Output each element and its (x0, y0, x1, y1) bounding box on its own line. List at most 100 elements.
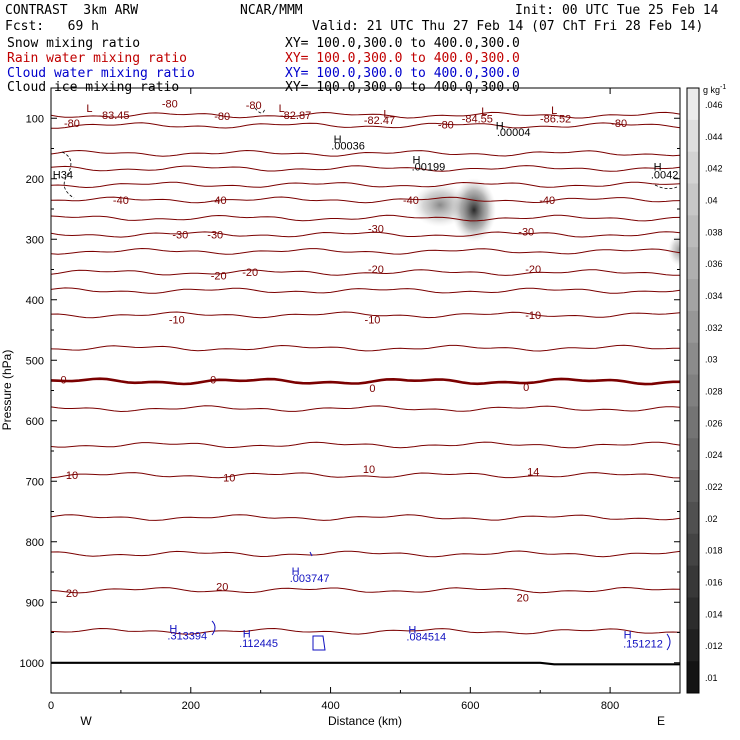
colorbar-tick-label: .016 (705, 578, 723, 588)
contour-label: -80 (64, 118, 80, 130)
cloud-ice-shading (412, 178, 680, 266)
contour-label: L (86, 103, 92, 115)
contour-label: 14 (527, 467, 539, 479)
contour-label: .003747 (290, 573, 330, 585)
temperature-contour (51, 287, 680, 294)
contour-label: -86.52 (540, 113, 571, 125)
contour-label: 0 (369, 383, 375, 395)
contour-label: 10 (363, 464, 375, 476)
x-axis: 0 200 400 600 800 (48, 88, 681, 712)
field-xy-rain: XY= 100.0,300.0 to 400.0,300.0 (285, 51, 520, 66)
colorbar-tick-label: .028 (705, 387, 723, 397)
colorbar-swatch (687, 183, 699, 216)
contour-label: L (551, 105, 557, 117)
east-label: E (657, 714, 665, 728)
field-label-cloud-water: Cloud water mixing ratio (7, 66, 195, 81)
cloud-water-contours (211, 551, 671, 651)
contour-label: H (496, 121, 504, 133)
contour-label: -20 (211, 271, 227, 283)
colorbar-swatch (687, 310, 699, 344)
contour-label: -10 (525, 310, 541, 322)
colorbar-tick-label: .046 (705, 100, 723, 110)
contour-label: -80 (162, 99, 178, 111)
contour-label: -20 (242, 267, 258, 279)
colorbar-tick-label: .012 (705, 641, 723, 651)
y-tick-label: 300 (26, 234, 44, 246)
contour-label: .00036 (331, 140, 365, 152)
cloud-ice-contour (254, 107, 266, 114)
init-time: Init: 00 UTC Tue 25 Feb 14 (515, 3, 719, 18)
y-tick-label: 600 (26, 416, 44, 428)
contour-label: H (292, 566, 300, 578)
y-axis-title: Pressure (hPa) (0, 350, 14, 431)
x-tick-label: 800 (601, 700, 619, 712)
temperature-contour (51, 377, 680, 386)
contour-label: 20 (517, 592, 529, 604)
colorbar-tick-label: .024 (705, 450, 723, 460)
contour-label: .00004 (497, 127, 531, 139)
colorbar-swatch (687, 629, 699, 662)
colorbar-tick-label: .04 (705, 195, 718, 205)
colorbar-swatch (687, 374, 699, 407)
cloud-water-contour (666, 633, 671, 651)
contour-label: 10 (223, 473, 235, 485)
colorbar-tick-label: .042 (705, 164, 723, 174)
colorbar-swatch (687, 661, 699, 694)
cloud-water-contour (309, 551, 313, 557)
contour-label: H (334, 134, 342, 146)
y-tick-label: 900 (26, 597, 44, 609)
contour-label: -40 (403, 195, 419, 207)
colorbar-tick-label: .018 (705, 546, 723, 556)
temperature-contour (51, 181, 680, 189)
contour-label: .112445 (239, 638, 278, 650)
temperature-contour (51, 122, 680, 129)
colorbar-tick-label: .02 (705, 514, 718, 524)
colorbar-tick-label: .038 (705, 227, 723, 237)
colorbar-swatch (687, 215, 699, 248)
x-tick-label: 200 (182, 700, 200, 712)
y-tick-label: 100 (26, 113, 44, 125)
contour-label: H (624, 629, 632, 641)
contour-label: -40 (539, 195, 555, 207)
colorbar-tick-label: .026 (705, 418, 723, 428)
temperature-contour (51, 472, 680, 479)
temperature-contour (51, 586, 680, 594)
contour-label: .00199 (412, 162, 446, 174)
colorbar-swatch (687, 247, 699, 280)
contour-label: -10 (169, 315, 185, 327)
temperature-contour (51, 247, 680, 255)
colorbar-swatch (687, 438, 699, 471)
temperature-contour (51, 405, 680, 413)
contour-label: -83.45 (98, 110, 129, 122)
contour-label: -82.47 (364, 115, 395, 127)
contour-label: -80 (611, 118, 627, 130)
colorbar-tick-label: .014 (705, 609, 723, 619)
colorbar-tick-label: .044 (705, 132, 723, 142)
ice-shade-east (668, 234, 680, 266)
contour-label: L (383, 108, 389, 120)
colorbar-tick-label: .03 (705, 355, 718, 365)
temperature-contour (51, 269, 680, 276)
west-label: W (80, 714, 92, 728)
colorbar-tick-label: .01 (705, 673, 718, 683)
contour-label: H (243, 629, 251, 641)
colorbar-swatch (687, 151, 699, 185)
plot-frame (50, 87, 681, 694)
contour-label: -20 (368, 264, 384, 276)
colorbar-swatch (687, 279, 699, 312)
field-xy-cloud-water: XY= 100.0,300.0 to 400.0,300.0 (285, 66, 520, 81)
contour-label: L (481, 106, 487, 118)
contour-label: -20 (525, 264, 541, 276)
colorbar-swatch (687, 342, 699, 376)
contour-label: .0042 (651, 170, 679, 182)
contour-label: .313394 (167, 631, 207, 643)
temperature-contour (51, 149, 680, 157)
contour-label: -84.55 (462, 113, 493, 125)
x-axis-title: Distance (km) (328, 714, 402, 728)
cloud-ice-contour (654, 184, 678, 189)
temperature-contour (51, 627, 680, 635)
cloud-water-contour (312, 635, 326, 651)
contour-label: -10 (365, 315, 381, 327)
field-label-snow: Snow mixing ratio (7, 36, 141, 51)
